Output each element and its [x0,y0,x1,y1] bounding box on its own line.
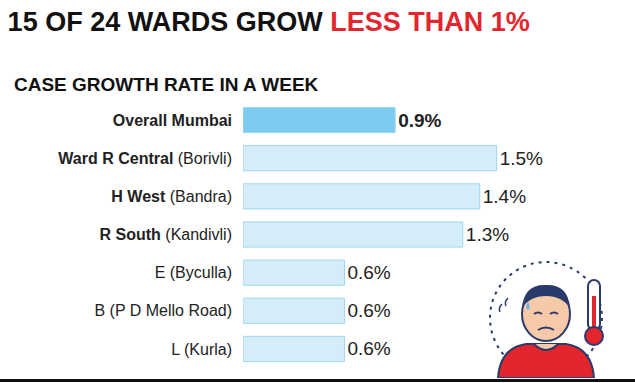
svg-text:1.5%: 1.5% [500,148,543,169]
svg-text:1.4%: 1.4% [483,186,526,207]
svg-text:0.9%: 0.9% [398,110,441,131]
svg-text:15 OF 24 WARDS GROW LESS THAN: 15 OF 24 WARDS GROW LESS THAN 1% [8,7,530,37]
svg-text:1.3%: 1.3% [466,224,509,245]
svg-text:Overall Mumbai: Overall Mumbai [113,112,232,129]
svg-text:E (Byculla): E (Byculla) [155,264,232,281]
svg-text:Ward R Central (Borivli): Ward R Central (Borivli) [58,150,232,167]
svg-text:R South (Kandivli): R South (Kandivli) [100,226,232,243]
svg-text:H West (Bandra): H West (Bandra) [111,188,232,205]
svg-text:CASE GROWTH RATE IN A WEEK: CASE GROWTH RATE IN A WEEK [14,74,319,95]
svg-text:0.6%: 0.6% [347,300,390,321]
svg-text:L (Kurla): L (Kurla) [171,341,232,358]
svg-text:0.6%: 0.6% [347,338,390,359]
svg-text:0.6%: 0.6% [347,262,390,283]
svg-text:B (P D Mello Road): B (P D Mello Road) [94,302,232,319]
